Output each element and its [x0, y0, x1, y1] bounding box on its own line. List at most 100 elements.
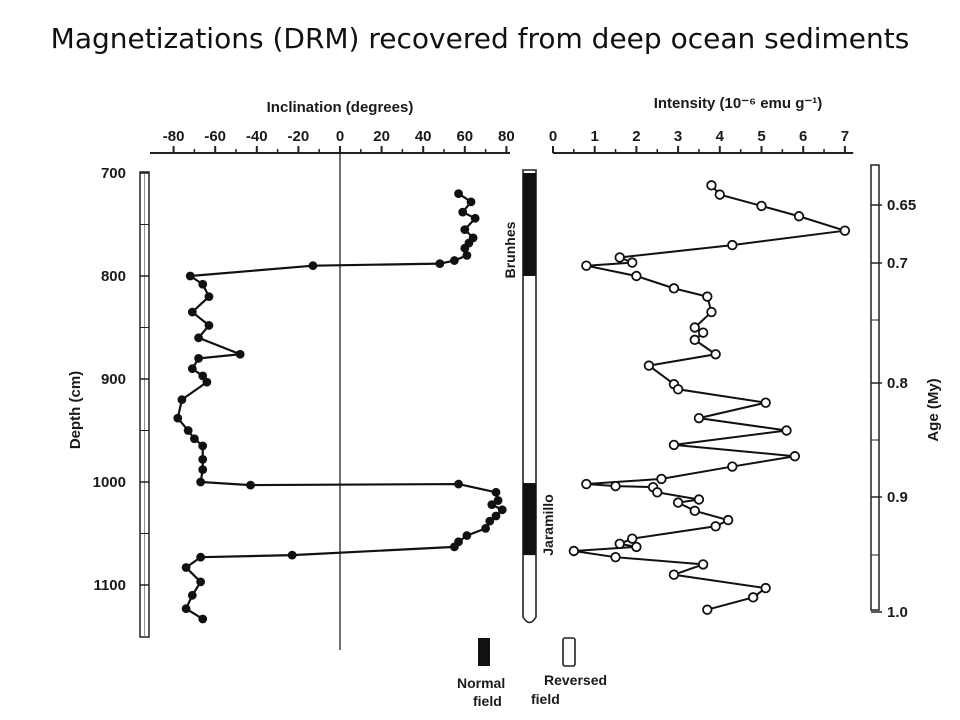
age-tick-label: 0.9	[887, 489, 908, 506]
inclination-point	[458, 207, 468, 217]
intensity-point	[722, 514, 734, 526]
x-tick-label: -20	[288, 128, 310, 145]
x-tick-label: -80	[163, 128, 185, 145]
inclination-point	[493, 496, 503, 505]
intensity-point	[652, 487, 663, 498]
age-tick-label: 0.7	[887, 255, 908, 272]
intensity-point	[839, 225, 851, 236]
intensity-point	[789, 451, 801, 462]
inclination-point	[181, 604, 191, 614]
inclination-point	[183, 426, 193, 435]
intensity-point	[610, 551, 621, 563]
depth-axis-title: Depth (cm)	[67, 371, 84, 449]
inclination-point	[198, 441, 208, 451]
x-tick-label: 20	[373, 128, 390, 145]
normal-polarity-interval	[523, 173, 536, 276]
x-tick-label: 0	[336, 128, 344, 145]
intensity-point	[693, 412, 705, 424]
legend-reversed-label-line2: field	[531, 691, 560, 707]
inclination-point	[196, 552, 206, 562]
intensity-point	[656, 473, 667, 485]
inclination-point	[190, 434, 199, 444]
inclination-point	[462, 251, 472, 260]
inclination-point	[202, 377, 212, 387]
intensity-point	[727, 461, 738, 472]
intensity-point	[747, 592, 759, 603]
intensity-point	[793, 211, 805, 222]
legend-reversed-swatch	[562, 637, 576, 667]
age-tick-label: 1.0	[887, 604, 908, 621]
legend-normal-label-line2: field	[473, 693, 502, 709]
inclination-point	[198, 465, 208, 475]
x-tick-label: 80	[498, 128, 515, 145]
inclination-point	[454, 479, 463, 489]
inclination-point	[187, 590, 197, 600]
legend-normal-swatch	[478, 638, 490, 666]
inclination-panel: -80 -60 -40 -20 0 20 40 60 80 Inclination (degree…	[67, 99, 515, 650]
intensity-point	[672, 384, 684, 395]
inclination-point	[181, 563, 191, 572]
intensity-point	[672, 497, 684, 508]
intensity-point	[760, 582, 771, 594]
inclination-point	[491, 487, 501, 497]
jaramillo-label: Jaramillo	[540, 494, 556, 555]
intensity-point	[702, 291, 713, 302]
y-tick-label: 1000	[93, 474, 126, 491]
intensity-point	[614, 538, 625, 550]
y-tick-label: 700	[101, 165, 126, 182]
x-tick-label: 60	[456, 128, 473, 145]
inclination-point	[481, 523, 490, 533]
age-tick-label: 0.8	[887, 375, 908, 392]
x-tick-label: 40	[415, 128, 432, 145]
inclination-point	[198, 454, 208, 464]
page-title: Magnetizations (DRM) recovered from deep…	[50, 22, 910, 55]
intensity-point	[706, 180, 717, 191]
intensity-axis-title: Intensity (10⁻⁶ emu g⁻¹)	[654, 95, 823, 112]
intensity-point	[631, 270, 642, 282]
age-tick-label: 0.65	[887, 197, 916, 214]
intensity-point	[627, 257, 638, 268]
x-tick-label: 0	[549, 128, 557, 145]
inclination-axis-title: Inclination (degrees)	[267, 99, 414, 116]
x-tick-label: 5	[757, 128, 765, 145]
intensity-point	[581, 260, 592, 271]
inclination-point	[187, 307, 197, 317]
inclination-point	[450, 542, 459, 552]
inclination-point	[450, 256, 459, 265]
inclination-point	[454, 189, 463, 199]
intensity-point	[668, 569, 680, 580]
inclination-point	[204, 321, 214, 330]
intensity-point	[689, 322, 700, 333]
intensity-point	[714, 189, 726, 200]
inclination-point	[491, 511, 501, 521]
y-tick-label: 900	[101, 371, 126, 388]
inclination-point	[187, 364, 197, 374]
y-tick-label: 800	[101, 268, 126, 285]
inclination-point	[435, 259, 445, 269]
inclination-point	[487, 500, 497, 510]
intensity-point	[643, 360, 655, 371]
inclination-point	[194, 354, 203, 363]
inclination-point	[246, 480, 255, 490]
intensity-point	[710, 349, 721, 360]
inclination-point	[485, 516, 495, 526]
intensity-point	[756, 200, 767, 212]
intensity-point	[760, 397, 771, 408]
inclination-point	[198, 279, 208, 289]
inclination-point	[204, 292, 214, 301]
intensity-point	[631, 541, 642, 553]
intensity-point	[668, 439, 680, 451]
inclination-point	[497, 505, 507, 515]
inclination-point	[196, 477, 206, 487]
intensity-point	[693, 494, 705, 505]
x-tick-label: 4	[716, 128, 725, 145]
inclination-point	[460, 225, 470, 235]
polarity-and-legend: Brunhes Jaramillo 0.65 0.7 0.8 0.9 1.0 Age (My)…	[457, 164, 942, 709]
intensity-point	[710, 521, 721, 532]
inclination-point	[460, 243, 470, 253]
y-tick-label: 1100	[93, 577, 126, 594]
x-tick-label: 7	[841, 128, 849, 145]
inclination-point	[287, 550, 297, 560]
intensity-point	[727, 239, 738, 251]
intensity-point	[689, 505, 700, 517]
